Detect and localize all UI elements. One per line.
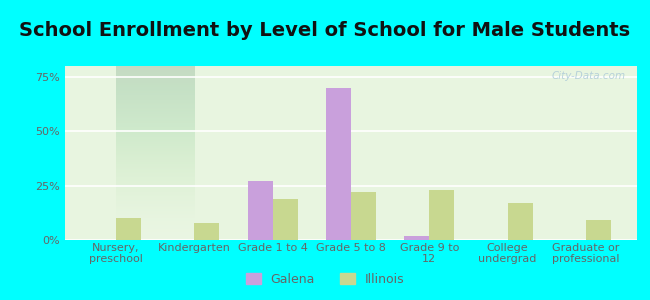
Bar bbox=[116, 218, 141, 240]
Bar bbox=[429, 190, 454, 240]
Text: City-Data.com: City-Data.com bbox=[551, 71, 625, 81]
Bar bbox=[586, 220, 611, 240]
Text: School Enrollment by Level of School for Male Students: School Enrollment by Level of School for… bbox=[20, 21, 630, 40]
Bar bbox=[508, 203, 533, 240]
Bar bbox=[404, 236, 429, 240]
Bar bbox=[273, 199, 298, 240]
Bar bbox=[194, 223, 220, 240]
Bar bbox=[248, 181, 273, 240]
Legend: Galena, Illinois: Galena, Illinois bbox=[240, 268, 410, 291]
Bar bbox=[351, 192, 376, 240]
Bar bbox=[326, 88, 351, 240]
